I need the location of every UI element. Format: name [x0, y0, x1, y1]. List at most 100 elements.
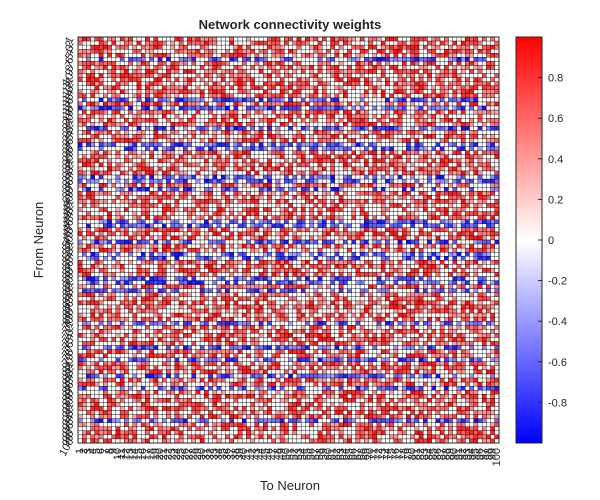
- heatmap-cell: [284, 97, 289, 103]
- heatmap-cell: [267, 73, 272, 78]
- heatmap-cell: [246, 150, 251, 155]
- heatmap-cell: [124, 223, 129, 228]
- heatmap-cell: [140, 49, 146, 54]
- heatmap-cell: [237, 109, 243, 115]
- heatmap-cell: [77, 150, 83, 155]
- heatmap-cell: [275, 219, 281, 224]
- heatmap-cell: [195, 105, 201, 111]
- heatmap-cell: [418, 73, 424, 78]
- heatmap-cell: [317, 49, 323, 54]
- heatmap-cell: [469, 81, 474, 86]
- heatmap-cell: [376, 105, 382, 111]
- heatmap-cell: [271, 187, 277, 192]
- heatmap-cell: [115, 162, 121, 168]
- heatmap-cell: [199, 182, 205, 188]
- heatmap-cell: [351, 191, 357, 196]
- heatmap-cell: [393, 130, 399, 135]
- heatmap-cell: [469, 211, 474, 216]
- heatmap-cell: [359, 166, 365, 172]
- heatmap-cell: [204, 223, 209, 228]
- heatmap-cell: [267, 199, 272, 204]
- heatmap-cell: [490, 118, 495, 123]
- heatmap-cell: [183, 158, 188, 164]
- heatmap-cell: [347, 174, 352, 180]
- heatmap-cell: [460, 61, 466, 66]
- heatmap-cell: [94, 199, 100, 204]
- heatmap-cell: [401, 231, 407, 237]
- heatmap-cell: [82, 227, 87, 233]
- heatmap-cell: [460, 207, 466, 212]
- heatmap-cell: [355, 73, 361, 78]
- heatmap-cell: [216, 215, 222, 220]
- heatmap-cell: [94, 40, 100, 46]
- heatmap-cell: [288, 77, 293, 82]
- heatmap-cell: [494, 142, 500, 147]
- heatmap-cell: [343, 77, 348, 82]
- heatmap-cell: [410, 97, 415, 103]
- heatmap-cell: [330, 166, 335, 172]
- heatmap-cell: [162, 61, 167, 66]
- heatmap-cell: [246, 49, 251, 54]
- heatmap-cell: [435, 187, 441, 192]
- heatmap-cell: [376, 142, 382, 147]
- heatmap-cell: [376, 154, 382, 159]
- heatmap-cell: [431, 44, 437, 50]
- heatmap-cell: [452, 126, 458, 131]
- heatmap-cell: [107, 65, 112, 70]
- heatmap-cell: [90, 81, 96, 86]
- heatmap-cell: [254, 182, 260, 188]
- heatmap-cell: [444, 118, 449, 123]
- heatmap-cell: [494, 113, 500, 119]
- heatmap-cell: [309, 178, 314, 184]
- heatmap-cell: [136, 53, 142, 58]
- heatmap-cell: [317, 65, 323, 70]
- heatmap-cell: [431, 93, 437, 99]
- heatmap-cell: [469, 195, 474, 200]
- heatmap-cell: [82, 215, 87, 220]
- heatmap-cell: [385, 227, 390, 233]
- heatmap-cell: [343, 166, 348, 172]
- heatmap-cell: [174, 77, 180, 82]
- heatmap-cell: [305, 122, 310, 127]
- heatmap-cell: [191, 162, 197, 168]
- heatmap-cell: [406, 118, 411, 123]
- heatmap-cell: [204, 53, 209, 58]
- heatmap-cell: [170, 223, 176, 228]
- heatmap-cell: [242, 85, 247, 90]
- heatmap-cell: [90, 53, 96, 58]
- heatmap-cell: [397, 130, 403, 135]
- heatmap-cell: [107, 81, 112, 86]
- heatmap-cell: [77, 57, 83, 62]
- heatmap-cell: [435, 118, 441, 123]
- heatmap-cell: [494, 219, 500, 224]
- heatmap-cell: [414, 154, 420, 159]
- heatmap-cell: [191, 85, 197, 90]
- heatmap-cell: [427, 178, 432, 184]
- heatmap-cell: [397, 203, 403, 208]
- heatmap-cell: [372, 113, 378, 119]
- heatmap-cell: [107, 219, 112, 224]
- heatmap-cell: [334, 138, 340, 143]
- heatmap-cell: [225, 166, 230, 172]
- heatmap-cell: [477, 231, 483, 237]
- heatmap-cell: [284, 203, 289, 208]
- heatmap-cell: [229, 40, 234, 46]
- heatmap-cell: [380, 162, 386, 168]
- heatmap-cell: [414, 109, 420, 115]
- heatmap-cell: [481, 138, 487, 143]
- heatmap-cell: [77, 85, 83, 90]
- heatmap-cell: [246, 223, 251, 228]
- heatmap-cell: [338, 61, 344, 66]
- heatmap-cell: [94, 36, 100, 42]
- heatmap-cell: [94, 118, 100, 123]
- heatmap-cell: [162, 203, 167, 208]
- heatmap-cell: [128, 187, 133, 192]
- heatmap-cell: [477, 207, 483, 212]
- heatmap-cell: [296, 211, 302, 216]
- heatmap-cell: [330, 118, 335, 123]
- heatmap-cell: [166, 203, 171, 208]
- heatmap-cell: [435, 57, 441, 62]
- heatmap-cell: [393, 191, 399, 196]
- heatmap-cell: [103, 113, 108, 119]
- heatmap-cell: [237, 150, 243, 155]
